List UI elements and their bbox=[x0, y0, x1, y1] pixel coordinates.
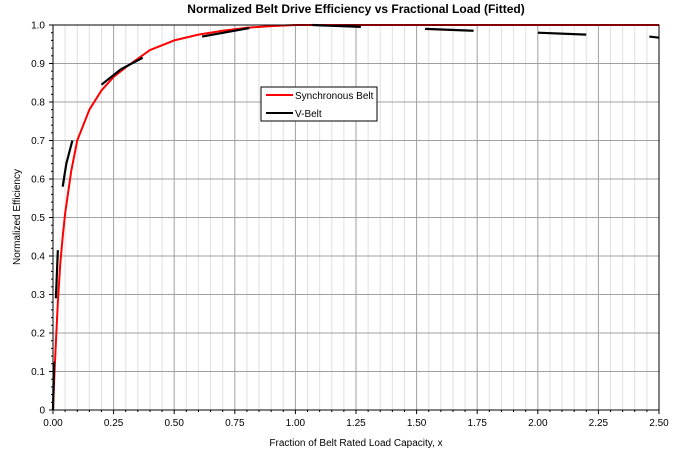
legend: Synchronous Belt V-Belt bbox=[260, 86, 378, 122]
x-tick-label: 1.25 bbox=[346, 418, 366, 429]
plot-frame bbox=[52, 24, 660, 411]
y-tick-label: 1.0 bbox=[31, 21, 45, 32]
y-axis-label: Normalized Efficiency bbox=[12, 169, 23, 265]
y-tick-label: 0.6 bbox=[31, 175, 45, 186]
x-tick-label: 0.00 bbox=[43, 418, 63, 429]
series-v-belt-segment bbox=[425, 27, 474, 32]
series-v-belt-segment bbox=[201, 26, 250, 38]
x-tick-label: 0.75 bbox=[225, 418, 245, 429]
y-tick-label: 0.1 bbox=[31, 367, 45, 378]
y-tick-label: 0.3 bbox=[31, 290, 45, 301]
x-axis-label: Fraction of Belt Rated Load Capacity, x bbox=[269, 438, 442, 449]
x-tick-label: 2.25 bbox=[589, 418, 609, 429]
y-tick-label: 0.4 bbox=[31, 252, 45, 263]
y-tick-label: 0.8 bbox=[31, 98, 45, 109]
x-tick-label: 1.75 bbox=[467, 418, 487, 429]
series-v-belt-segment bbox=[649, 35, 660, 39]
x-tick-label: 0.25 bbox=[104, 418, 124, 429]
y-tick-label: 0 bbox=[39, 406, 45, 417]
ticks: 0.00 0.25 0.50 0.75 1.00 1.25 1.50 1.75 2.00 2.25… bbox=[31, 21, 669, 430]
y-tick-label: 0.5 bbox=[31, 213, 45, 224]
legend-label-vbelt: V-Belt bbox=[295, 109, 322, 120]
x-tick-label: 1.00 bbox=[286, 418, 306, 429]
grid bbox=[53, 25, 659, 410]
series-synchronous-belt-line bbox=[52, 24, 659, 411]
y-tick-label: 0.7 bbox=[31, 136, 45, 147]
x-tick-label: 1.50 bbox=[407, 418, 427, 429]
x-tick-label: 2.00 bbox=[528, 418, 548, 429]
y-tick-label: 0.2 bbox=[31, 329, 45, 340]
legend-box bbox=[260, 86, 378, 122]
legend-label-synchronous: Synchronous Belt bbox=[295, 91, 374, 102]
series-v-belt-segment bbox=[100, 56, 144, 86]
x-tick-label: 2.50 bbox=[649, 418, 669, 429]
series-v-belt-segment bbox=[537, 31, 587, 36]
series-v-belt-segment bbox=[54, 250, 59, 299]
chart-title: Normalized Belt Drive Efficiency vs Frac… bbox=[187, 2, 524, 16]
x-tick-label: 0.50 bbox=[164, 418, 184, 429]
series-v-belt-segment bbox=[61, 140, 74, 187]
y-tick-label: 0.9 bbox=[31, 59, 45, 70]
